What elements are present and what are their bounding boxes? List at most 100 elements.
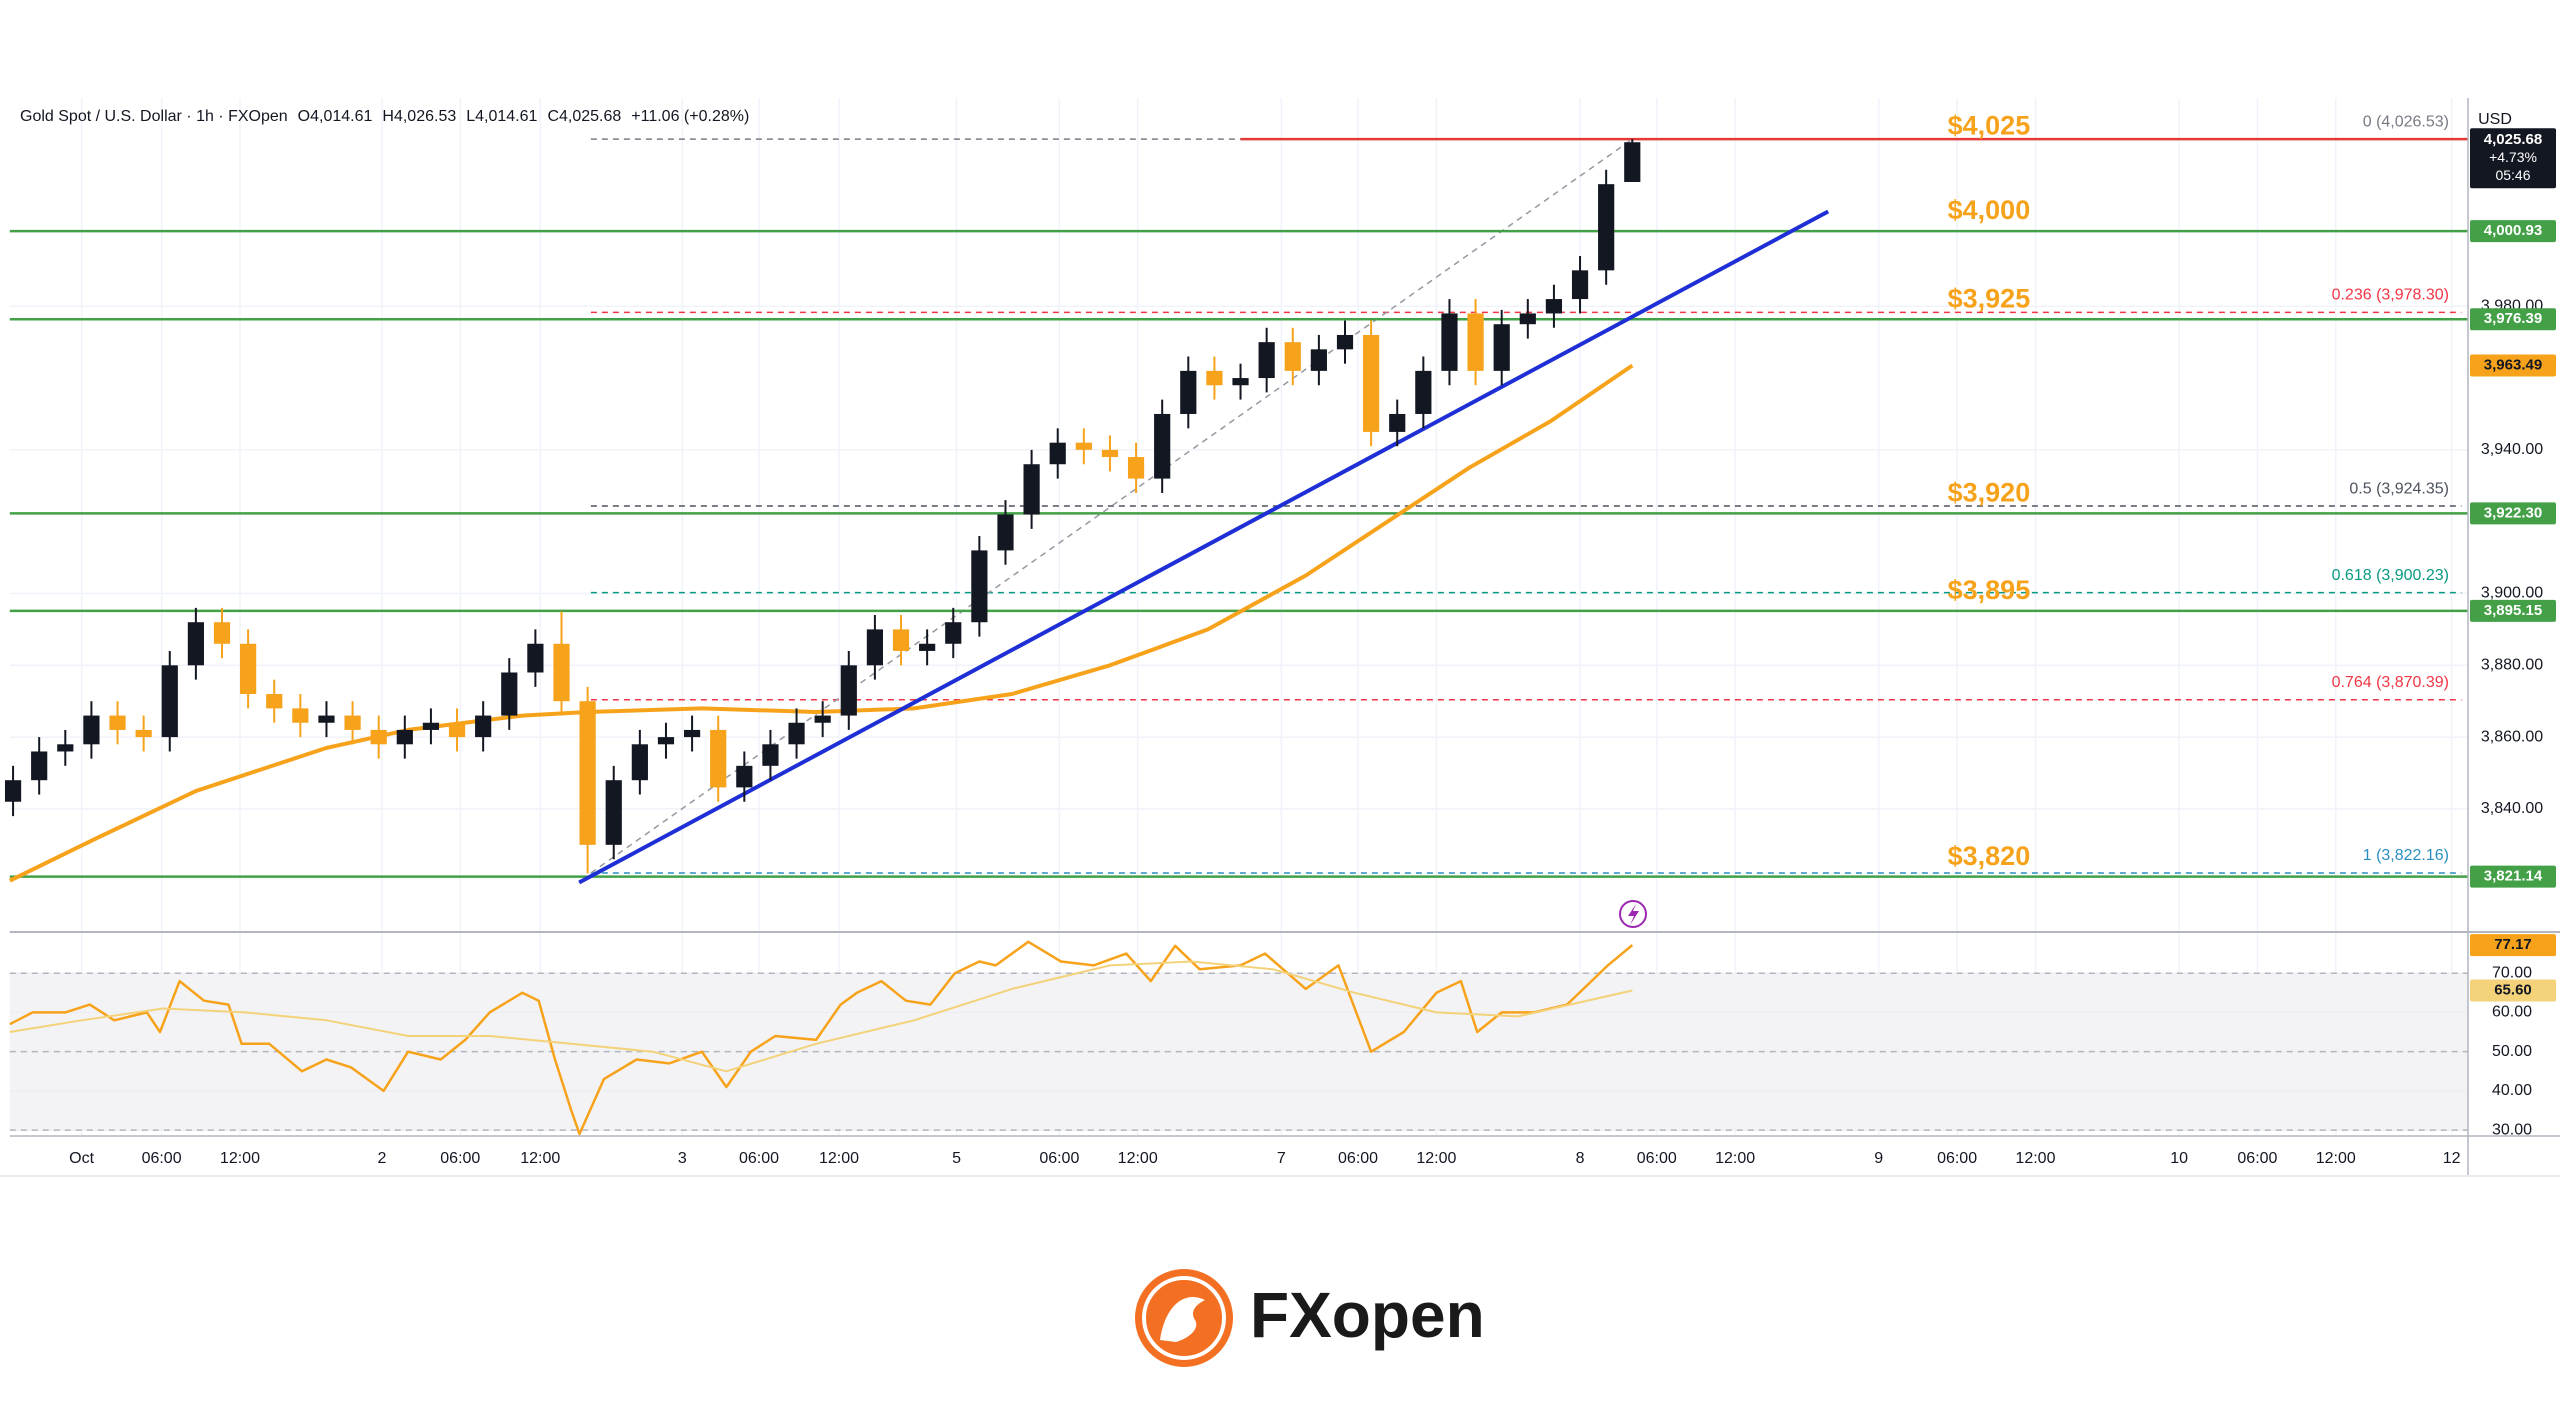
candle-body	[1519, 313, 1536, 325]
level-price-label: 3,821.14	[2484, 868, 2543, 885]
candle-body	[422, 722, 440, 730]
candle-body	[1363, 334, 1380, 432]
level-price-box	[2470, 220, 2556, 243]
rsi-tick-label: 40.00	[2492, 1082, 2532, 1099]
candle-body	[945, 622, 962, 644]
candle-body	[1023, 464, 1040, 515]
level-label: $3,920	[1948, 478, 2031, 508]
currency: USD	[2478, 111, 2512, 128]
candle-body	[840, 665, 857, 716]
level-price-box	[2470, 502, 2556, 525]
ohlc-change: +11.06 (+0.28%)	[631, 108, 749, 125]
logo-lion	[1160, 1296, 1205, 1342]
candle-body	[657, 737, 675, 745]
candle-body	[83, 715, 100, 745]
x-tick-label: 10	[2170, 1150, 2188, 1167]
candle-body	[1389, 413, 1406, 432]
x-tick-label: 2	[378, 1150, 387, 1167]
rsi-value-box	[2470, 979, 2556, 1002]
candle-body	[1415, 370, 1432, 414]
candle-body	[788, 722, 805, 745]
y-tick-label: 3,900.00	[2481, 585, 2543, 602]
candle-body	[161, 665, 178, 738]
fib-label: 0.764 (3,870.39)	[2332, 674, 2449, 691]
fib-label: 1 (3,822.16)	[2363, 847, 2449, 864]
candle-body	[501, 672, 518, 716]
x-tick-label: 12:00	[1118, 1150, 1158, 1167]
candle-body	[1154, 413, 1171, 479]
level-label: $4,025	[1948, 110, 2031, 140]
moving-average	[8, 363, 1634, 883]
fib-label: 0.236 (3,978.30)	[2332, 287, 2449, 304]
y-tick-label: 3,940.00	[2481, 441, 2543, 458]
fib-label: 0.618 (3,900.23)	[2332, 567, 2449, 584]
candle-body	[683, 729, 701, 738]
rsi-line	[9, 940, 1634, 1136]
x-tick-label: 06:00	[142, 1150, 182, 1167]
candle-body	[1441, 313, 1458, 371]
level-price-label: 3,976.39	[2484, 310, 2542, 327]
level-price-label: 3,922.30	[2484, 504, 2542, 521]
candle-body	[892, 629, 910, 651]
candle-body	[1075, 442, 1092, 450]
x-tick-label: 06:00	[1039, 1150, 1079, 1167]
ma-price-box	[2470, 354, 2556, 377]
candle-body	[579, 701, 596, 845]
x-tick-label: 12:00	[819, 1150, 859, 1167]
candle-body	[605, 780, 622, 845]
rsi-tick-label: 60.00	[2492, 1004, 2532, 1021]
candle-body	[1624, 142, 1641, 182]
x-tick-label: 8	[1576, 1150, 1585, 1167]
candle-body	[919, 643, 936, 651]
candle-body	[814, 715, 831, 723]
ohlc-high: H4,026.53	[382, 108, 456, 125]
last-price-countdown: 05:46	[2495, 167, 2530, 183]
grid	[9, 98, 2468, 1135]
ohlc-open: O4,014.61	[298, 108, 373, 125]
y-tick-label: 3,860.00	[2481, 728, 2543, 745]
last-price-label: 4,025.68	[2484, 131, 2542, 148]
candle-body	[1049, 442, 1066, 465]
alert-circle	[1619, 900, 1647, 928]
candle-body	[240, 643, 257, 695]
x-tick-label: 06:00	[1937, 1150, 1977, 1167]
candle-body	[370, 729, 387, 745]
candle-body	[1598, 184, 1615, 271]
x-tick-label: 06:00	[1637, 1150, 1677, 1167]
x-tick-label: 9	[1874, 1150, 1883, 1167]
candle-body	[1258, 342, 1275, 379]
candle-body	[736, 765, 753, 788]
trendline	[578, 209, 1830, 885]
candle-body	[631, 744, 648, 781]
header: Gold Spot / U.S. Dollar · 1h · FXOpen O4,…	[20, 108, 749, 125]
last-price-change: +4.73%	[2489, 149, 2537, 165]
candle-body	[318, 715, 335, 723]
candle-body	[292, 708, 309, 723]
ohlc-low: L4,014.61	[466, 108, 537, 125]
candle-body	[57, 744, 74, 752]
candle-body	[396, 729, 413, 745]
alert-icon	[1619, 900, 1647, 928]
x-tick-label: 12:00	[1715, 1150, 1755, 1167]
x-tick-label: 12:00	[220, 1150, 260, 1167]
x-tick-label: 5	[952, 1150, 961, 1167]
logo-ring	[1142, 1276, 1226, 1360]
fib-label: 0 (4,026.53)	[2363, 113, 2449, 130]
x-tick-label: 12:00	[1416, 1150, 1456, 1167]
x-tick-label: 12:00	[2015, 1150, 2055, 1167]
rsi-line	[9, 960, 1633, 1073]
candle-body	[971, 550, 988, 623]
candle-body	[109, 715, 126, 730]
candle-body	[1206, 370, 1223, 386]
candle-body	[997, 514, 1014, 551]
symbol: Gold Spot / U.S. Dollar · 1h · FXOpen	[20, 108, 288, 125]
logo-text: FXopen	[1250, 1279, 1485, 1351]
content: 0 (4,026.53) 0.236 (3,978.30) 0.5 (3,924.3…	[4, 110, 2468, 1136]
candle-body	[1180, 370, 1197, 414]
x-tick-label: 12:00	[2316, 1150, 2356, 1167]
candle-body	[4, 780, 22, 802]
candle-body	[475, 715, 492, 738]
candle-body	[187, 622, 204, 666]
